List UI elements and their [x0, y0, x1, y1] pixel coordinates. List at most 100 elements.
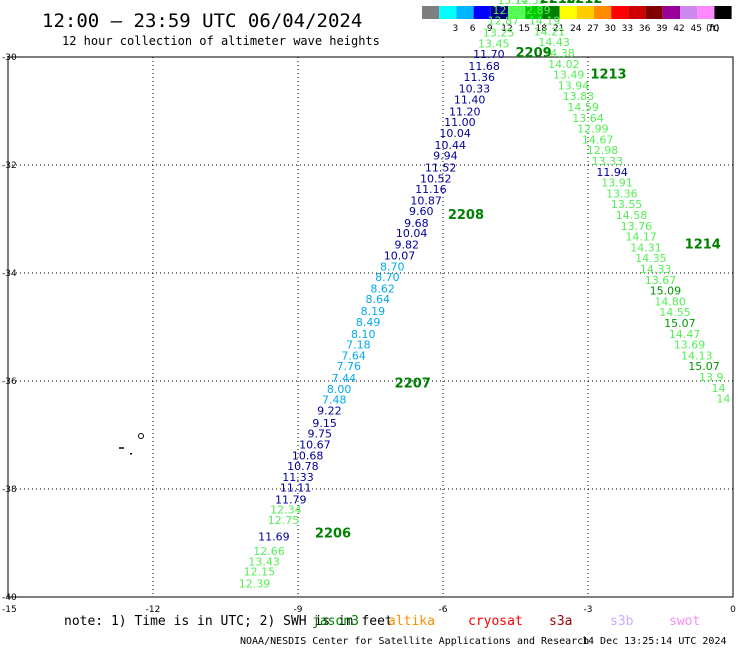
data-point-label: 8.19 [361, 305, 386, 318]
data-point-label: 13.45 [478, 37, 510, 50]
data-point-label: 13.36 [606, 187, 638, 200]
data-point-label: 11.94 [596, 166, 628, 179]
data-point-label: 12.75 [268, 514, 300, 527]
data-point-label: 14.55 [659, 306, 691, 319]
data-point-label: 10.68 [292, 449, 324, 462]
data-point-label: 10.87 [410, 194, 442, 207]
colorbar-unit: (ft) [706, 24, 720, 34]
colorbar-tick-label: 30 [604, 24, 616, 34]
data-point-label: 9.60 [409, 205, 434, 218]
data-point-label: 10.52 [420, 172, 452, 185]
colorbar-swatch [714, 6, 732, 19]
data-point-label: 11.33 [282, 471, 314, 484]
colorbar-swatch [439, 6, 457, 19]
colorbar-swatch [422, 6, 440, 19]
data-point-label: 10.33 [459, 83, 491, 96]
footer-credit: NOAA/NESDIS Center for Satellite Applica… [240, 636, 589, 647]
x-tick-label: -6 [439, 605, 448, 615]
data-point-label: 9.15 [312, 417, 337, 430]
data-point-label: 10.44 [435, 139, 467, 152]
pass-label: 2207 [395, 376, 431, 391]
colorbar-swatch [662, 6, 680, 19]
satellite-legend-item: swot [669, 614, 700, 629]
data-point-label: 14.38 [543, 47, 575, 60]
colorbar-swatch [576, 6, 594, 19]
data-point-label: 11.00 [444, 116, 476, 129]
data-point-label: 13.9 [699, 371, 724, 384]
y-tick-label: -36 [2, 377, 17, 387]
land-outline [119, 433, 144, 455]
data-point-label: 15.07 [664, 317, 696, 330]
data-point-label: 12.87 [488, 15, 520, 28]
colorbar-swatch [559, 6, 577, 19]
data-point-label: 7.44 [332, 372, 357, 385]
data-point-label: 15.07 [688, 360, 720, 373]
y-tick-label: -34 [2, 269, 17, 279]
data-point-label: 14.21 [534, 25, 566, 38]
satellite-legend-item: s3b [610, 614, 634, 629]
satellite-legend-item: altika [388, 614, 435, 629]
data-point-label: 11.68 [468, 60, 500, 73]
data-point-label: 8.62 [370, 282, 395, 295]
pass-label: 1213 [590, 68, 626, 83]
data-point-label: 11.69 [258, 530, 290, 543]
data-point-label: 15.09 [650, 285, 682, 298]
footer-timestamp: 14 Dec 13:25:14 UTC 2024 [582, 636, 727, 647]
data-point-label: 11.16 [415, 183, 447, 196]
data-point-label: 14.35 [635, 252, 667, 265]
colorbar-tick-label: 21 [553, 24, 564, 34]
colorbar-legend: 3 6 9 12 15 18 21 24 27 30 33 36 39 42 45 70 [422, 6, 732, 34]
plot-frame [7, 56, 734, 598]
data-point-label: 13.64 [572, 112, 604, 125]
data-point-label: 14.67 [582, 133, 614, 146]
satellite-legend-item: cryosat [468, 614, 523, 629]
data-point-label: 11.20 [449, 105, 481, 118]
data-point-label: 10.67 [299, 439, 331, 452]
data-point-label: 14.47 [669, 328, 701, 341]
data-point-label: 14.43 [538, 36, 570, 49]
data-point-label: 14.53 [514, 0, 546, 7]
data-point-label: 10.04 [439, 127, 471, 140]
data-point-label: 8.49 [356, 316, 381, 329]
data-point-label: 14.17 [625, 231, 657, 244]
data-point-label: 11.11 [280, 482, 312, 495]
data-point-label: 11.70 [473, 48, 505, 61]
data-point-label: 12.39 [239, 577, 271, 590]
data-point-label: 13.12 [497, 0, 529, 7]
data-point-label: 14.13 [681, 349, 713, 362]
data-point-label: 13.91 [601, 177, 633, 190]
data-point-label: 7.18 [346, 339, 371, 352]
colorbar-swatch [611, 6, 629, 19]
y-tick-label: -40 [2, 593, 17, 603]
data-point-label: 8.64 [366, 293, 391, 306]
pass-label: 1214 [685, 238, 721, 253]
colorbar-swatch [594, 6, 612, 19]
colorbar-tick-label: 12 [501, 24, 512, 34]
data-point-label: 14.80 [654, 295, 686, 308]
pass-label: 2208 [448, 208, 484, 223]
pass-label: 2209 [516, 46, 552, 61]
data-point-label: 12.34 [270, 503, 302, 516]
colorbar-swatch [680, 6, 698, 19]
colorbar-tick-label: 33 [622, 24, 633, 34]
data-point-label: 10.04 [396, 227, 428, 240]
data-point-label: 9.68 [404, 217, 429, 230]
data-point-label: 12.89 [519, 4, 551, 17]
data-point-label: 14.59 [567, 101, 599, 114]
colorbar-tick-label: 15 [518, 24, 529, 34]
x-tick-label: -3 [584, 605, 593, 615]
colorbar-swatch [456, 6, 474, 19]
x-tick-label: -15 [2, 605, 17, 615]
chart-title: 12:00 – 23:59 UTC 06/04/2024 [42, 10, 362, 32]
colorbar-swatch [525, 6, 543, 19]
colorbar-swatch [628, 6, 646, 19]
data-point-label: 13.49 [553, 69, 585, 82]
pass-label: 2210 [540, 0, 576, 7]
colorbar-swatch [697, 6, 715, 19]
data-point-label: 13.43 [248, 556, 280, 569]
pass-label: 2212 [566, 0, 602, 7]
chart-subtitle: 12 hour collection of altimeter wave hei… [62, 34, 380, 48]
data-point-label: 14 [712, 382, 726, 395]
data-point-label: 11.52 [425, 161, 457, 174]
colorbar-tick-label: 27 [587, 24, 598, 34]
